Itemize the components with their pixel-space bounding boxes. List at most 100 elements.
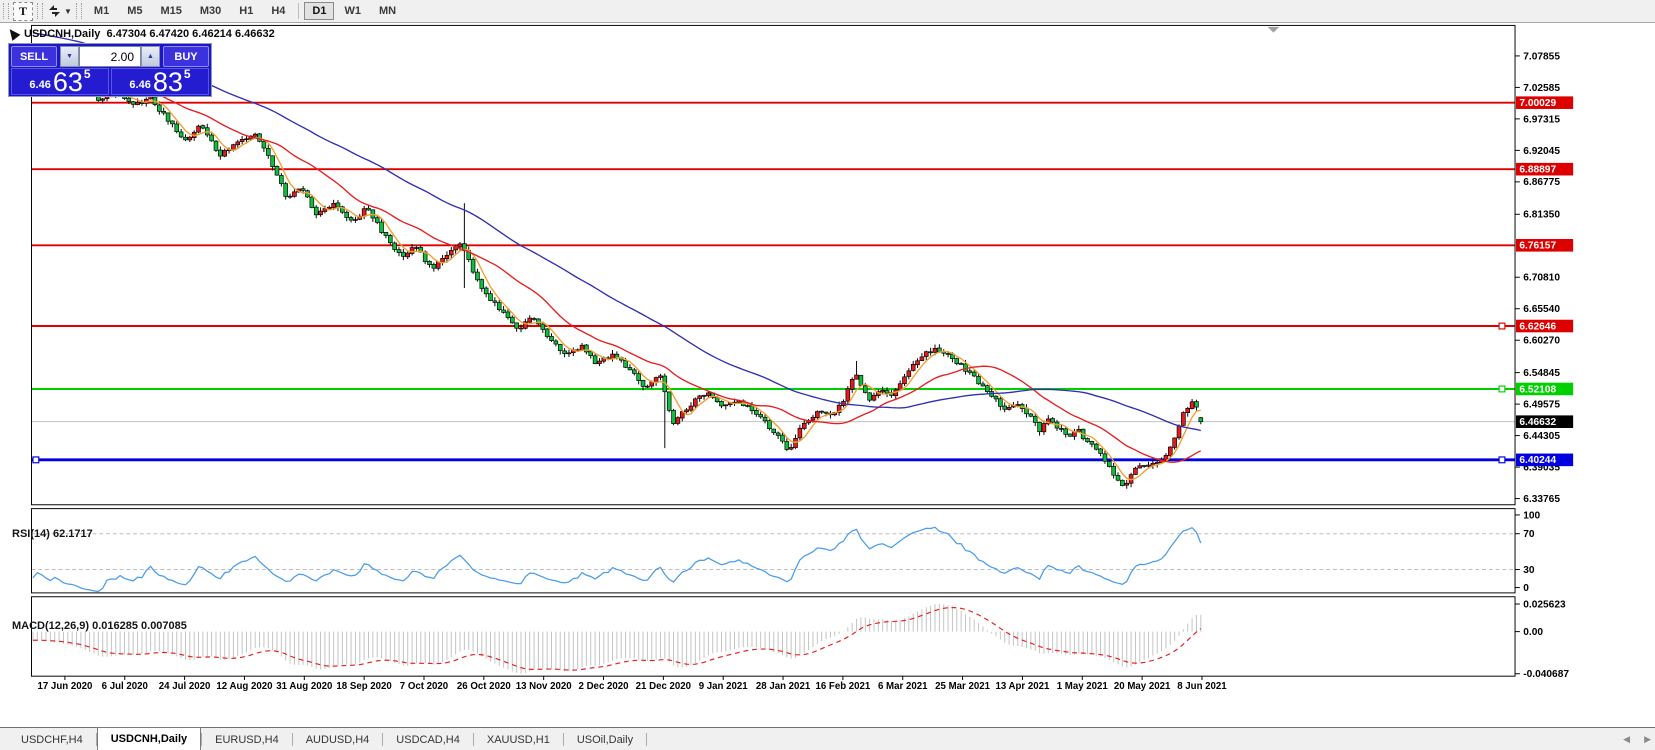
chart-tabs: USDCHF,H4 USDCNH,Daily EURUSD,H4 AUDUSD,H4 U… <box>8 727 648 750</box>
hline-handle[interactable] <box>1498 322 1506 330</box>
chart-tab-eurusd[interactable]: EURUSD,H4 <box>215 733 279 746</box>
date-label: 18 Sep 2020 <box>336 681 391 692</box>
axis-label: 100 <box>1523 510 1540 521</box>
text-tool-button[interactable]: T <box>13 1 33 21</box>
date-label: 8 Jun 2021 <box>1177 681 1227 692</box>
axis-label: 6.39035 <box>1523 462 1560 473</box>
axis-label: 0.025623 <box>1523 599 1566 610</box>
sell-price-tile[interactable]: 6.46 63 5 <box>11 67 109 97</box>
tab-scroll-left-icon[interactable]: ◀ <box>1623 734 1631 744</box>
buy-price-prefix: 6.46 <box>129 79 151 91</box>
timeframe-button-d1[interactable]: D1 <box>304 2 335 20</box>
chart-tab-usdchf[interactable]: USDCHF,H4 <box>21 733 83 746</box>
timeframe-button-m1[interactable]: M1 <box>93 5 110 17</box>
chart-tab-xauusd[interactable]: XAUUSD,H1 <box>486 733 550 746</box>
main-plot <box>31 32 1515 489</box>
moving-average-21 <box>32 43 1202 463</box>
axis-label: 7.02585 <box>1523 83 1560 94</box>
rsi-pane <box>31 508 1516 594</box>
axis-label: 6.65540 <box>1523 304 1560 315</box>
lot-increase-button[interactable]: ▲ <box>141 46 160 67</box>
chart-window: 7.07855 7.02585 6.97315 6.92045 6.86775 6.813… <box>0 23 1655 727</box>
timeframe-button-h4[interactable]: H4 <box>271 5 286 17</box>
axis-label: 6.81350 <box>1523 210 1560 221</box>
date-label: 17 Jun 2020 <box>37 681 92 692</box>
date-label: 31 Aug 2020 <box>276 681 332 692</box>
svg-text:6.52108: 6.52108 <box>1519 384 1556 395</box>
svg-text:6.76157: 6.76157 <box>1519 241 1556 252</box>
lot-decrease-button[interactable]: ▼ <box>60 46 79 67</box>
axis-label: 6.92045 <box>1523 146 1560 157</box>
timeframe-button-m5[interactable]: M5 <box>127 5 143 17</box>
ohlc-values: 6.47304 6.47420 6.46214 6.46632 <box>100 28 275 40</box>
sell-price-prefix: 6.46 <box>29 79 51 91</box>
timeframe-button-mn[interactable]: MN <box>378 5 397 17</box>
buy-price-tile[interactable]: 6.46 83 5 <box>111 67 209 97</box>
sell-button[interactable]: SELL <box>11 46 57 67</box>
timeframe-buttons: M1 M5 M15 M30 H1 H4 D1 W1 MN <box>85 2 405 20</box>
date-label: 12 Aug 2020 <box>216 681 272 692</box>
date-label: 9 Jan 2021 <box>699 681 749 692</box>
tabbar-spacer <box>0 728 8 750</box>
axis-label: 6.44305 <box>1523 431 1560 442</box>
chart-title: USDCNH,Daily 6.47304 6.47420 6.46214 6.4… <box>5 25 275 41</box>
chart-canvas[interactable]: 7.07855 7.02585 6.97315 6.92045 6.86775 6.813… <box>0 23 1655 727</box>
macd-plot <box>32 604 1202 674</box>
hline-handle[interactable] <box>1498 385 1506 393</box>
cycle-symbols-button[interactable]: ▼ <box>47 2 72 20</box>
toolbar-grip[interactable] <box>3 3 9 19</box>
date-label: 26 Oct 2020 <box>457 681 511 692</box>
axis-label: 6.70810 <box>1523 273 1560 284</box>
chart-tab-usdcnh[interactable]: USDCNH,Daily <box>96 727 202 750</box>
cycle-arrows-icon <box>49 5 60 17</box>
axis-label: 6.54845 <box>1523 368 1560 379</box>
price-badge-6.52108: 6.52108 <box>1516 382 1574 395</box>
chart-tab-usdcad[interactable]: USDCAD,H4 <box>396 733 460 746</box>
chart-tab-audusd[interactable]: AUDUSD,H4 <box>305 733 370 746</box>
lot-size-input[interactable] <box>79 46 141 67</box>
chart-cursor-icon <box>5 25 21 41</box>
symbol-name: USDCNH,Daily <box>24 28 101 40</box>
timeframe-button-w1[interactable]: W1 <box>344 5 361 17</box>
moving-average-5 <box>32 49 1201 481</box>
chevron-down-icon: ▼ <box>64 6 72 16</box>
buy-button[interactable]: BUY <box>163 46 209 67</box>
tab-scroll-controls: ◀ ▶ <box>1623 728 1651 750</box>
tab-separator <box>382 733 384 746</box>
hline-handle[interactable] <box>1498 456 1506 464</box>
chart-tab-usoil[interactable]: USOil,Daily <box>576 733 634 746</box>
toolbar-grip[interactable] <box>37 3 43 19</box>
svg-text:6.88897: 6.88897 <box>1519 165 1556 176</box>
date-label: 21 Dec 2020 <box>636 681 691 692</box>
price-badge-7.00029: 7.00029 <box>1516 96 1574 109</box>
axis-label: 0.00 <box>1523 627 1543 638</box>
date-label: 13 Apr 2021 <box>995 681 1050 692</box>
axis-label: 6.97315 <box>1523 114 1560 125</box>
tab-separator <box>472 733 474 746</box>
toolbar-grip[interactable] <box>75 3 82 19</box>
timeframe-button-m15[interactable]: M15 <box>160 5 182 17</box>
axis-label: 30 <box>1523 565 1535 576</box>
buy-price-pips: 83 <box>152 67 183 97</box>
date-label: 13 Nov 2020 <box>516 681 572 692</box>
axis-label: 7.07855 <box>1523 51 1560 62</box>
timeframe-button-h1[interactable]: H1 <box>239 5 254 17</box>
svg-text:6.46632: 6.46632 <box>1519 417 1556 428</box>
tab-separator <box>95 733 97 746</box>
axis-label: 6.60270 <box>1523 336 1560 347</box>
sell-price-pips: 63 <box>52 67 83 97</box>
timeframe-button-m30[interactable]: M30 <box>199 5 222 17</box>
buy-price-point: 5 <box>183 67 191 81</box>
toolbar-separator <box>298 3 300 19</box>
axis-label: 6.49575 <box>1523 399 1560 410</box>
macd-histogram <box>32 604 1202 674</box>
chart-shift-marker-icon[interactable] <box>1267 26 1280 33</box>
date-label: 16 Feb 2021 <box>815 681 870 692</box>
hline-handle[interactable] <box>32 456 40 464</box>
tab-separator <box>201 733 203 746</box>
price-badge-6.46632: 6.46632 <box>1516 415 1574 428</box>
axis-label: 6.33765 <box>1523 494 1560 505</box>
tab-scroll-right-icon[interactable]: ▶ <box>1644 734 1651 744</box>
svg-text:7.00029: 7.00029 <box>1519 98 1556 109</box>
moving-average-55 <box>32 32 1201 432</box>
